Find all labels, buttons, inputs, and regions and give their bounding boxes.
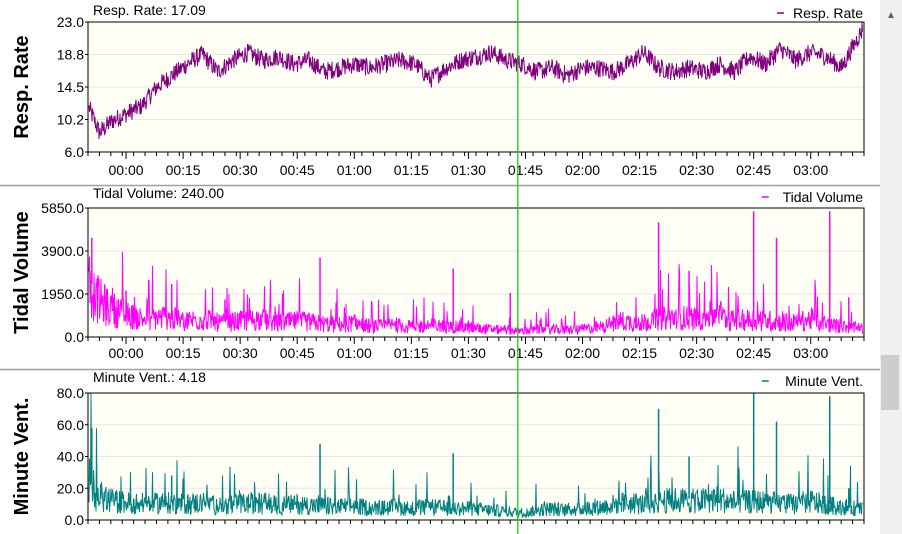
- y-tick-label: 80.0: [57, 385, 84, 401]
- chart-panel-2: 5850.0 3900.0 1950.0 0.0 Tidal Volume Tidal V…: [0, 184, 880, 361]
- y-tick-label: 60.0: [57, 417, 84, 433]
- x-tick-label: 01:45: [508, 345, 543, 361]
- scroll-thumb[interactable]: [881, 355, 899, 410]
- y-axis-title: Minute Vent.: [11, 398, 33, 516]
- y-tick-label: 14.5: [57, 79, 84, 95]
- y-tick-label: 40.0: [57, 449, 84, 465]
- y-tick-label: 5850.0: [41, 200, 84, 216]
- legend-entry: Minute Vent.: [785, 373, 863, 389]
- x-tick-label: 00:00: [109, 345, 144, 361]
- series-line: [88, 392, 863, 519]
- x-tick-label: 01:00: [337, 162, 372, 178]
- y-tick-label: 20.0: [57, 480, 84, 496]
- x-tick-label: 01:30: [451, 162, 486, 178]
- x-tick-label: 00:30: [223, 345, 258, 361]
- value-readout: Tidal Volume: 240.00: [93, 185, 224, 201]
- y-tick-label: 1950.0: [41, 286, 84, 302]
- y-axis-title: Tidal Volume: [11, 211, 33, 334]
- x-tick-label: 01:45: [508, 162, 543, 178]
- x-tick-label: 02:00: [565, 162, 600, 178]
- x-tick-label: 00:45: [280, 345, 315, 361]
- x-tick-label: 00:45: [280, 162, 315, 178]
- y-tick-label: 3900.0: [41, 243, 84, 259]
- charts-canvas: 23.0 18.8 14.5 10.2 6.0 Resp. Rate Resp. Rate:…: [0, 0, 880, 534]
- y-tick-label: 18.8: [57, 47, 84, 63]
- x-tick-label: 02:15: [622, 162, 657, 178]
- series-line: [88, 251, 863, 336]
- scroll-up-arrow-icon[interactable]: ▲: [886, 10, 896, 21]
- chart-panel-3: 80.0 60.0 40.0 20.0 0.0 Minute Vent. Minute Ve…: [0, 368, 880, 528]
- y-tick-label: 23.0: [57, 14, 84, 30]
- x-tick-label: 02:30: [679, 162, 714, 178]
- x-tick-label: 02:45: [736, 345, 771, 361]
- x-tick-label: 01:15: [394, 162, 429, 178]
- chart-panel-1: 23.0 18.8 14.5 10.2 6.0 Resp. Rate Resp. Rate:…: [11, 2, 865, 178]
- x-tick-label: 02:45: [736, 162, 771, 178]
- x-tick-label: 00:15: [166, 345, 201, 361]
- x-tick-label: 03:00: [793, 162, 828, 178]
- x-tick-label: 02:00: [565, 345, 600, 361]
- y-tick-label: 0.0: [65, 329, 85, 345]
- y-tick-label: 6.0: [65, 144, 85, 160]
- value-readout: Minute Vent.: 4.18: [93, 369, 206, 385]
- legend-entry: Tidal Volume: [783, 189, 864, 205]
- vertical-scrollbar[interactable]: ▲: [880, 0, 902, 534]
- x-tick-label: 01:30: [451, 345, 486, 361]
- x-tick-label: 00:30: [223, 162, 258, 178]
- series-line: [88, 22, 863, 140]
- x-tick-label: 01:00: [337, 345, 372, 361]
- value-readout: Resp. Rate: 17.09: [93, 2, 206, 18]
- x-tick-label: 02:30: [679, 345, 714, 361]
- x-tick-label: 03:00: [793, 345, 828, 361]
- x-tick-label: 01:15: [394, 345, 429, 361]
- legend-entry: Resp. Rate: [793, 5, 863, 21]
- y-axis-title: Resp. Rate: [11, 35, 33, 138]
- x-tick-label: 02:15: [622, 345, 657, 361]
- y-tick-label: 0.0: [65, 512, 85, 528]
- x-tick-label: 00:15: [166, 162, 201, 178]
- y-tick-label: 10.2: [57, 112, 84, 128]
- x-tick-label: 00:00: [109, 162, 144, 178]
